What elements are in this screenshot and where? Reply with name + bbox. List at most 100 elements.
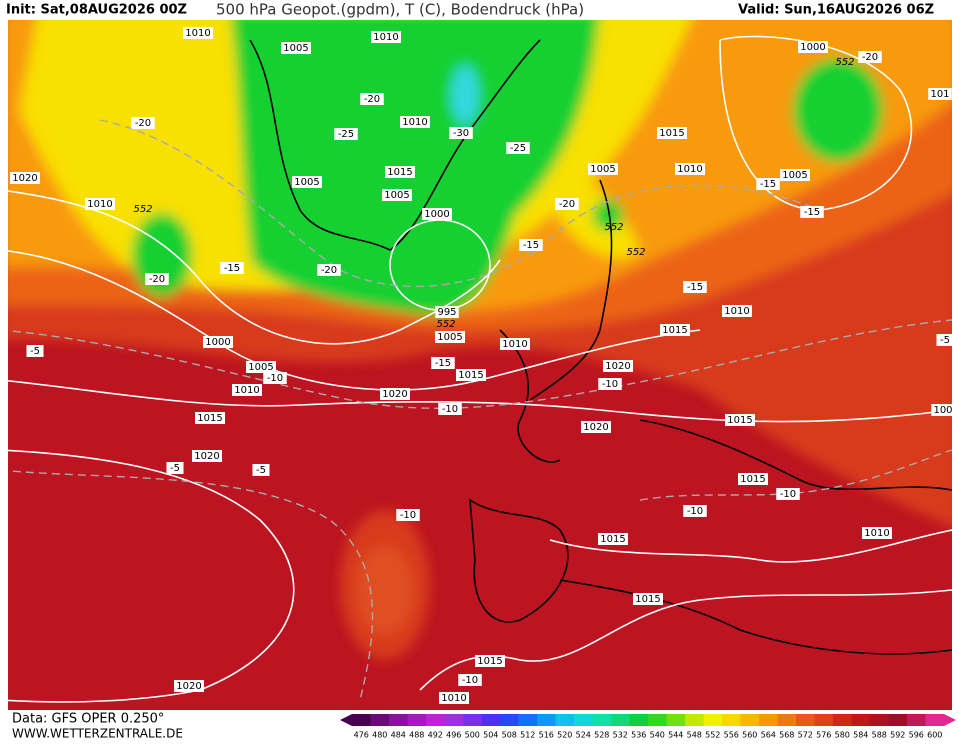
colorbar-label: 476 (354, 731, 369, 740)
label-box (756, 178, 780, 190)
colorbar-end (340, 714, 352, 726)
colorbar-label: 568 (779, 731, 794, 740)
contour-label: 1020 (605, 361, 630, 372)
colorbar-label: 508 (502, 731, 517, 740)
colorbar-swatch (685, 714, 704, 726)
colorbar-label: 532 (613, 731, 628, 740)
contour-label: 1015 (600, 534, 625, 545)
label-box (439, 692, 469, 704)
label-box (334, 128, 358, 140)
colorbar-label: 560 (742, 731, 757, 740)
contour-label: 1015 (197, 413, 222, 424)
contour-label: -15 (687, 282, 703, 293)
colorbar-swatch (444, 714, 464, 726)
label-box (385, 166, 415, 178)
contour-label: -10 (462, 675, 478, 686)
colorbar-swatch (426, 714, 445, 726)
contour-label: 1005 (294, 177, 319, 188)
colorbar-label: 516 (539, 731, 554, 740)
contour-label: 1015 (458, 370, 483, 381)
height-label: 552 (604, 222, 623, 233)
contour-label: 1000 (424, 209, 449, 220)
colorbar-label: 484 (391, 731, 406, 740)
colorbar-label: 588 (872, 731, 887, 740)
label-box (657, 127, 687, 139)
colorbar-swatch (407, 714, 427, 726)
label-box (252, 464, 270, 476)
contour-label: -20 (135, 118, 151, 129)
label-box (438, 403, 462, 415)
contour-label: -10 (267, 373, 283, 384)
colorbar-swatch (648, 714, 667, 726)
label-box (382, 189, 412, 201)
colorbar-swatch (777, 714, 797, 726)
coastlines (249, 39, 952, 655)
colorbar-label: 592 (890, 731, 905, 740)
contour-label: -30 (453, 128, 469, 139)
contour-label: 1015 (659, 128, 684, 139)
label-box (660, 324, 690, 336)
colorbar-label: 540 (650, 731, 665, 740)
data-source: Data: GFS OPER 0.250° (12, 712, 164, 727)
colorbar-end (944, 714, 956, 726)
contour-label: 1005 (437, 332, 462, 343)
label-box (683, 505, 707, 517)
isotherms (8, 119, 952, 701)
label-box (800, 206, 824, 218)
website: WWW.WETTERZENTRALE.DE (12, 727, 183, 741)
colorbar-swatch (611, 714, 630, 726)
label-box (131, 117, 155, 129)
contour-label: -20 (862, 52, 878, 63)
colorbar-label: 520 (557, 731, 572, 740)
contour-label: -15 (224, 263, 240, 274)
label-box (683, 281, 707, 293)
contour-label: -15 (523, 240, 539, 251)
label-box (195, 412, 225, 424)
contour-label: 1010 (402, 117, 427, 128)
label-box (519, 239, 543, 251)
label-box (449, 127, 473, 139)
colorbar-swatch (370, 714, 390, 726)
contour-label: -20 (559, 199, 575, 210)
height-label: 552 (436, 319, 455, 330)
label-box (500, 338, 530, 350)
colorbar-label: 584 (853, 731, 868, 740)
label-box (435, 306, 459, 318)
contour-label: -10 (780, 489, 796, 500)
label-box (183, 27, 213, 39)
colorbar-label: 512 (520, 731, 535, 740)
contour-label: 1010 (234, 385, 259, 396)
contour-label: -15 (435, 358, 451, 369)
contour-label: -25 (510, 143, 526, 154)
contour-label: -15 (760, 179, 776, 190)
height-label: 552 (626, 247, 645, 258)
colorbar-swatch (722, 714, 741, 726)
contour-label: 995 (437, 307, 456, 318)
label-box (725, 414, 755, 426)
colorbar-label: 496 (446, 731, 461, 740)
contour-label: 1005 (248, 362, 273, 373)
colorbar-swatch (389, 714, 408, 726)
label-box (936, 334, 954, 346)
colorbar-label: 536 (631, 731, 646, 740)
label-box (435, 331, 465, 343)
contour-label: 1010 (373, 32, 398, 43)
contour-label: 1010 (502, 339, 527, 350)
colorbar-swatch (703, 714, 723, 726)
contour-label: 1015 (727, 415, 752, 426)
contour-label: -10 (400, 510, 416, 521)
colorbar-swatch (592, 714, 612, 726)
contour-label: 1020 (382, 389, 407, 400)
label-box (10, 172, 40, 184)
contour-label: 1005 (782, 170, 807, 181)
valid-time: Valid: Sun,16AUG2026 06Z (738, 3, 934, 18)
contour-label: 1015 (387, 167, 412, 178)
map-title: 500 hPa Geopot.(gpdm), T (C), Bodendruck… (216, 1, 584, 19)
label-box (396, 509, 420, 521)
header-bar (0, 0, 959, 20)
colorbar-label: 556 (724, 731, 739, 740)
contour-label: 1020 (12, 173, 37, 184)
contour-label: -10 (687, 506, 703, 517)
colorbar-swatch (500, 714, 519, 726)
